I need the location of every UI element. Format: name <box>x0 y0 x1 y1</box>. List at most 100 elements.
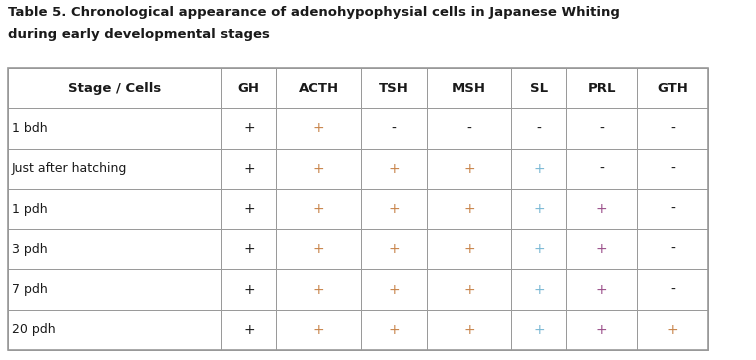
Bar <box>8 149 222 189</box>
Text: +: + <box>533 283 544 297</box>
Text: MSH: MSH <box>452 82 486 95</box>
Text: 7 pdh: 7 pdh <box>12 283 48 296</box>
Bar <box>637 68 708 108</box>
Bar <box>566 108 637 149</box>
Bar <box>512 229 566 269</box>
Bar <box>276 310 361 350</box>
Text: PRL: PRL <box>587 82 616 95</box>
Text: Table 5. Chronological appearance of adenohypophysial cells in Japanese Whiting: Table 5. Chronological appearance of ade… <box>8 6 620 19</box>
Bar <box>222 149 276 189</box>
Text: +: + <box>313 323 324 337</box>
Text: -: - <box>670 121 675 135</box>
Bar <box>637 229 708 269</box>
Bar <box>361 269 427 310</box>
Bar <box>222 269 276 310</box>
Text: -: - <box>537 121 541 135</box>
Bar <box>8 229 222 269</box>
Text: -: - <box>670 242 675 256</box>
Text: +: + <box>533 202 544 216</box>
Bar <box>8 269 222 310</box>
Bar <box>8 189 222 229</box>
Text: +: + <box>313 283 324 297</box>
Text: Just after hatching: Just after hatching <box>12 162 127 175</box>
Text: -: - <box>466 121 472 135</box>
Bar <box>361 189 427 229</box>
Bar <box>512 310 566 350</box>
Bar <box>512 269 566 310</box>
Text: +: + <box>388 162 400 176</box>
Text: 1 bdh: 1 bdh <box>12 122 48 135</box>
Text: +: + <box>667 323 678 337</box>
Bar <box>427 149 512 189</box>
Bar <box>427 108 512 149</box>
Text: +: + <box>388 283 400 297</box>
Text: +: + <box>463 242 475 256</box>
Bar <box>276 269 361 310</box>
Text: +: + <box>463 283 475 297</box>
Text: +: + <box>388 323 400 337</box>
Text: +: + <box>243 202 255 216</box>
Text: GH: GH <box>238 82 260 95</box>
Text: -: - <box>670 283 675 297</box>
Bar <box>8 68 222 108</box>
Bar <box>566 149 637 189</box>
Text: TSH: TSH <box>379 82 409 95</box>
Text: +: + <box>243 121 255 135</box>
Text: +: + <box>463 323 475 337</box>
Text: 3 pdh: 3 pdh <box>12 243 48 256</box>
Bar <box>427 68 512 108</box>
Bar <box>222 310 276 350</box>
Text: 20 pdh: 20 pdh <box>12 323 56 336</box>
Text: GTH: GTH <box>657 82 688 95</box>
Text: -: - <box>392 121 396 135</box>
Bar <box>566 189 637 229</box>
Text: +: + <box>313 242 324 256</box>
Bar <box>566 310 637 350</box>
Bar <box>222 189 276 229</box>
Bar <box>276 68 361 108</box>
Text: +: + <box>463 202 475 216</box>
Bar <box>222 68 276 108</box>
Bar <box>427 310 512 350</box>
Text: +: + <box>533 162 544 176</box>
Bar <box>566 229 637 269</box>
Text: +: + <box>388 242 400 256</box>
Bar <box>512 149 566 189</box>
Text: +: + <box>533 242 544 256</box>
Bar <box>361 229 427 269</box>
Bar <box>361 310 427 350</box>
Text: +: + <box>388 202 400 216</box>
Bar <box>637 310 708 350</box>
Text: +: + <box>596 323 608 337</box>
Bar <box>8 68 708 350</box>
Bar <box>427 269 512 310</box>
Text: +: + <box>596 242 608 256</box>
Text: +: + <box>243 283 255 297</box>
Text: +: + <box>596 283 608 297</box>
Text: +: + <box>243 162 255 176</box>
Text: +: + <box>243 242 255 256</box>
Bar <box>276 229 361 269</box>
Text: Stage / Cells: Stage / Cells <box>68 82 161 95</box>
Bar <box>427 229 512 269</box>
Bar <box>276 189 361 229</box>
Bar <box>512 68 566 108</box>
Bar <box>222 229 276 269</box>
Text: +: + <box>313 202 324 216</box>
Text: +: + <box>596 202 608 216</box>
Text: during early developmental stages: during early developmental stages <box>8 28 270 41</box>
Bar <box>637 189 708 229</box>
Bar <box>8 108 222 149</box>
Bar <box>637 108 708 149</box>
Text: +: + <box>533 323 544 337</box>
Bar <box>566 68 637 108</box>
Bar <box>427 189 512 229</box>
Text: -: - <box>600 121 604 135</box>
Text: -: - <box>670 202 675 216</box>
Bar <box>512 108 566 149</box>
Bar <box>637 149 708 189</box>
Bar <box>566 269 637 310</box>
Text: -: - <box>600 162 604 176</box>
Text: SL: SL <box>530 82 548 95</box>
Bar <box>512 189 566 229</box>
